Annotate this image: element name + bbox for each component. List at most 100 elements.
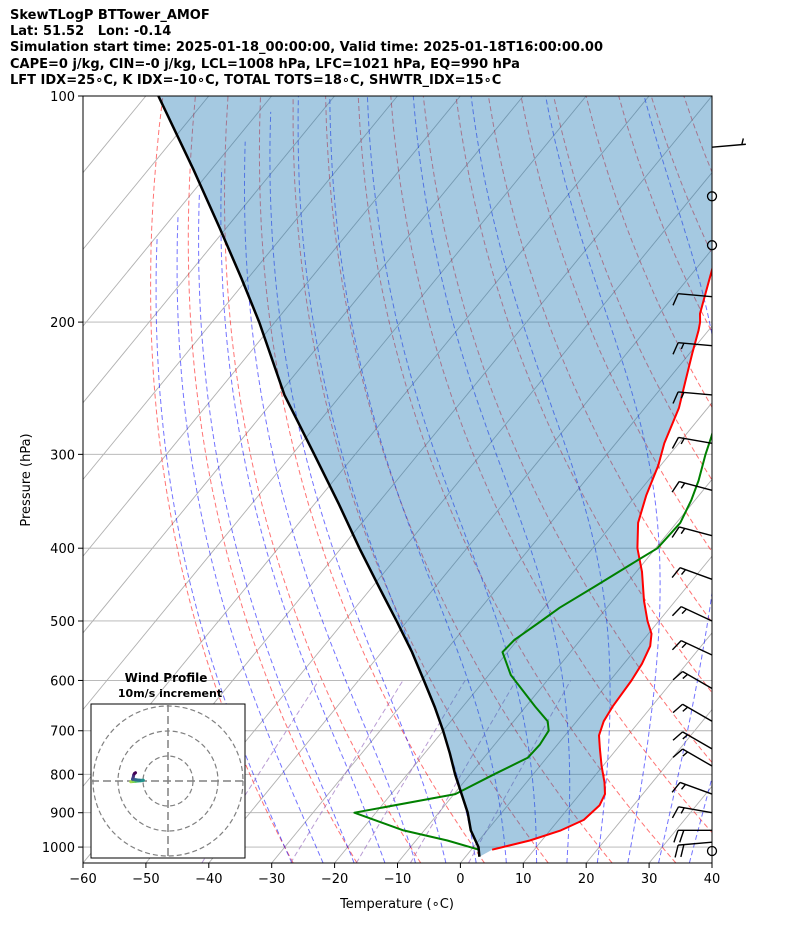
moist-adiabat [329, 96, 507, 863]
dry-adiabat [292, 96, 549, 863]
x-tick-label: −10 [384, 872, 411, 887]
y-tick-label: 600 [50, 674, 75, 689]
wind-barb-half-flag [682, 673, 689, 680]
wind-barb-half-flag [680, 569, 687, 576]
isotherm-gridline [334, 402, 712, 863]
isotherm-gridline [585, 708, 712, 863]
moist-adiabat [176, 217, 324, 863]
dewpoint-line [353, 430, 712, 851]
y-tick-label: 100 [50, 90, 75, 105]
wind-barb-half-flag [681, 642, 687, 649]
profile-lines [157, 96, 712, 857]
dry-adiabat [487, 96, 712, 624]
moist-adiabat [366, 96, 538, 863]
x-tick-label: −30 [258, 872, 285, 887]
temperature-line [491, 265, 712, 851]
x-tick-label: 40 [704, 872, 721, 887]
moist-adiabat [412, 96, 571, 863]
wind-barb-flag [680, 844, 685, 858]
dry-adiabat [716, 96, 794, 863]
header-line-3: Simulation start time: 2025-01-18_00:00:… [10, 40, 603, 55]
dry-adiabat [357, 96, 677, 863]
header-line-1: SkewTLogP BTTower_AMOF [10, 8, 210, 23]
isotherm-gridline [83, 96, 587, 711]
moist-adiabat [297, 96, 477, 863]
mixing-ratio-line [355, 680, 466, 863]
moist-adiabat [244, 141, 416, 863]
wind-barb-shaft [711, 143, 746, 148]
wind-barb-half-flag [682, 706, 689, 712]
y-tick-label: 700 [50, 725, 75, 740]
moist-adiabat [155, 238, 293, 863]
inset-title: Wind Profile [125, 671, 208, 685]
isotherm-gridline [83, 96, 398, 481]
calm-wind-circle [706, 240, 718, 251]
isotherm-gridline [711, 862, 712, 863]
wind-barb-half-flag [680, 438, 685, 445]
wind-barb-half-flag [681, 608, 687, 615]
dry-adiabat [390, 96, 712, 834]
hodograph-segment [133, 771, 137, 775]
dry-adiabat [782, 96, 794, 863]
dry-adiabat [187, 96, 358, 863]
x-tick-label: 20 [578, 872, 595, 887]
wind-barb-flag [672, 703, 684, 714]
y-tick-label: 900 [50, 807, 75, 822]
cape-shade-area [158, 96, 712, 857]
y-tick-label: 300 [50, 448, 75, 463]
moist-adiabat [643, 96, 712, 863]
x-tick-label: −40 [195, 872, 222, 887]
dry-adiabat [258, 96, 485, 863]
wind-barb-half-flag [680, 528, 686, 535]
isotherm-gridline [83, 96, 84, 97]
y-tick-label: 200 [50, 316, 75, 331]
dry-adiabat [325, 96, 613, 863]
cape-cin-shading [158, 96, 712, 857]
mixing-ratio-line [409, 680, 517, 863]
inset-subtitle: 10m/s increment [118, 687, 222, 700]
isotherm-gridline [83, 96, 335, 404]
isotherm-gridline [208, 248, 712, 863]
y-tick-label: 500 [50, 615, 75, 630]
wind-barb-flag [671, 481, 680, 493]
moist-adiabat [720, 96, 794, 863]
x-tick-label: 30 [641, 872, 658, 887]
y-tick-label: 1000 [42, 841, 75, 856]
isotherm-gridline [83, 96, 210, 251]
wind-barb-flag [672, 731, 684, 741]
wind-barb-flag [679, 830, 685, 843]
mixing-ratio-line [290, 680, 404, 863]
moist-adiabat [198, 193, 355, 863]
x-tick-label: −60 [69, 872, 96, 887]
y-axis-label: Pressure (hPa) [19, 433, 34, 526]
isotherm-gridline [522, 632, 712, 863]
wind-barb-half-flag [680, 807, 685, 814]
wind-barb-half-flag [741, 138, 744, 145]
wind-barb-half-flag [680, 783, 687, 790]
wind-barb-flag [672, 391, 679, 404]
x-tick-label: 0 [456, 872, 464, 887]
moist-adiabat [220, 168, 386, 863]
wind-profile-inset [90, 703, 246, 859]
wind-barb-flag [671, 606, 682, 617]
x-tick-label: −50 [132, 872, 159, 887]
calm-wind-circle [706, 845, 718, 857]
wind-barb-half-flag [682, 734, 689, 740]
wind-barb-flag [671, 437, 680, 449]
y-tick-label: 800 [50, 768, 75, 783]
isotherm-gridline [83, 96, 524, 634]
wind-barb-flag [672, 748, 684, 758]
dry-adiabat [422, 96, 712, 764]
wind-barb-shaft [678, 293, 713, 298]
isotherm-gridline [271, 325, 712, 863]
calm-wind-circle [706, 191, 718, 202]
x-tick-label: −20 [321, 872, 348, 887]
dry-adiabat [585, 96, 712, 409]
wind-barb-flag [671, 782, 681, 793]
wind-barb-flag [672, 293, 679, 306]
header-line-5: LFT IDX=25∘C, K IDX=-10∘C, TOTAL TOTS=18… [10, 73, 502, 88]
wind-barb-flag [671, 806, 680, 819]
wind-barb-flag [671, 526, 680, 538]
isotherm-gridline [83, 96, 461, 557]
